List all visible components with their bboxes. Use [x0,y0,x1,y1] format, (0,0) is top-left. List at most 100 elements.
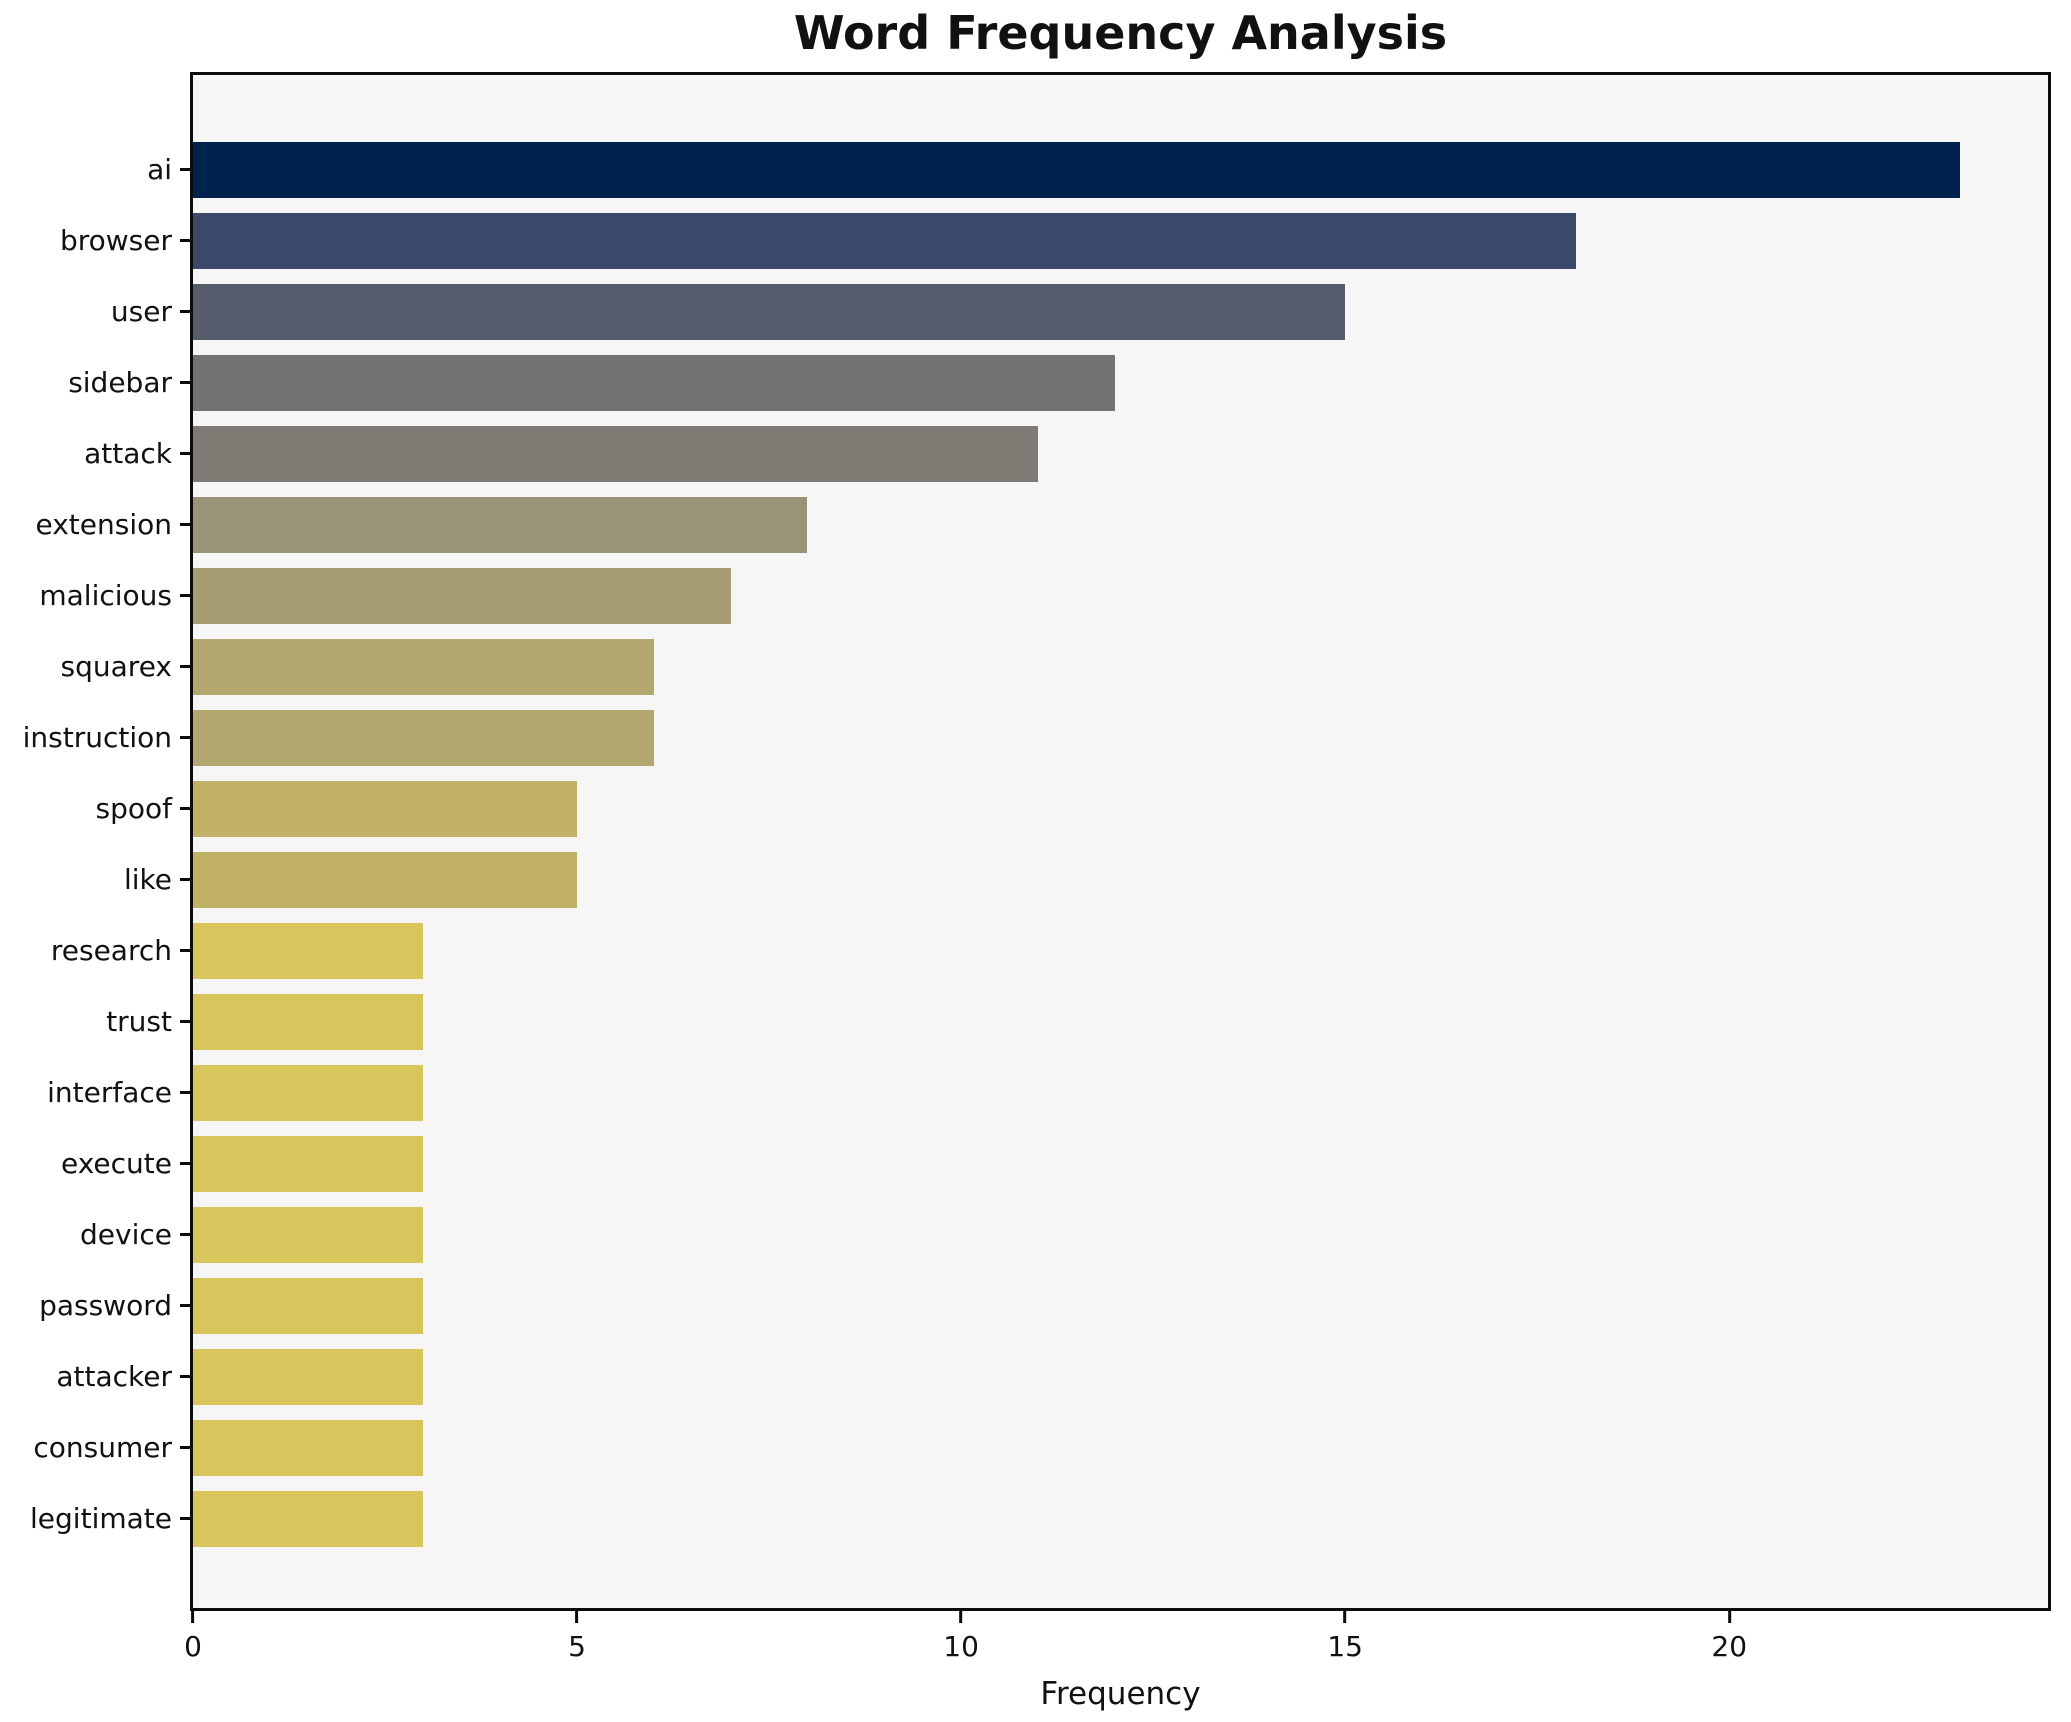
bar-row [193,1057,2048,1128]
y-tick-row: device [0,1199,190,1270]
y-tick-mark [180,381,190,384]
bar-rows [193,134,2048,1554]
bar-row [193,1412,2048,1483]
y-tick-row: spoof [0,773,190,844]
y-tick-row: user [0,276,190,347]
bar-row [193,1128,2048,1199]
bar-row [193,915,2048,986]
y-tick-label: squarex [60,650,172,683]
x-tick: 15 [1327,1611,1363,1663]
y-tick-label: browser [59,224,172,257]
bar-row [193,1199,2048,1270]
x-tick-label: 0 [184,1630,202,1663]
y-tick-label: device [80,1218,172,1251]
y-tick-mark [180,878,190,881]
bar-spoof [193,780,578,837]
bar-row [193,844,2048,915]
y-tick-mark [180,1162,190,1165]
y-tick-row: like [0,844,190,915]
y-tick-row: sidebar [0,347,190,418]
y-tick-label: attack [84,437,172,470]
y-tick-row: research [0,915,190,986]
y-tick-mark [180,594,190,597]
y-tick-label: research [50,934,172,967]
x-tick-label: 15 [1327,1630,1363,1663]
y-tick-label: user [110,295,172,328]
bar-row [193,205,2048,276]
bar-row [193,1270,2048,1341]
bar-research [193,922,424,979]
y-tick-label: ai [147,153,172,186]
y-tick-row: attacker [0,1341,190,1412]
x-tick-label: 10 [943,1630,979,1663]
y-tick-mark [180,736,190,739]
x-tick: 10 [943,1611,979,1663]
y-tick-mark [180,310,190,313]
y-tick-mark [180,665,190,668]
y-tick-mark [180,1020,190,1023]
bar-consumer [193,1419,424,1476]
y-tick-mark [180,1091,190,1094]
x-tick-label: 5 [568,1630,586,1663]
x-tick-mark [575,1611,579,1623]
y-tick-row: attack [0,418,190,489]
y-tick-row: instruction [0,702,190,773]
y-tick-row: ai [0,134,190,205]
y-tick-mark [180,239,190,242]
x-tick: 20 [1711,1611,1747,1663]
bar-row [193,489,2048,560]
bar-row [193,773,2048,844]
y-tick-label: legitimate [30,1502,172,1535]
bar-row [193,418,2048,489]
x-tick-mark [1727,1611,1731,1623]
y-tick-row: interface [0,1057,190,1128]
bar-instruction [193,709,654,766]
bar-row [193,347,2048,418]
y-tick-row: malicious [0,560,190,631]
x-tick-label: 20 [1711,1630,1748,1663]
bar-row [193,702,2048,773]
x-tick-mark [191,1611,195,1623]
y-tick-label: like [123,863,172,896]
y-tick-row: execute [0,1128,190,1199]
y-tick-label: execute [60,1147,172,1180]
y-tick-mark [180,949,190,952]
y-tick-mark [180,1517,190,1520]
y-tick-label: extension [35,508,173,541]
bar-sidebar [193,354,1115,411]
y-tick-mark [180,523,190,526]
bar-execute [193,1135,424,1192]
y-tick-mark [180,168,190,171]
y-tick-row: extension [0,489,190,560]
bar-row [193,1483,2048,1554]
bar-ai [193,141,1960,198]
y-tick-label: consumer [33,1431,172,1464]
bar-browser [193,212,1576,269]
bar-row [193,560,2048,631]
y-tick-label: sidebar [68,366,172,399]
y-tick-mark [180,1446,190,1449]
bar-trust [193,993,424,1050]
bar-row [193,631,2048,702]
y-axis-labels: ai browser user sidebar attack extension malic… [0,134,190,1554]
bar-interface [193,1064,424,1121]
bar-device [193,1206,424,1263]
y-tick-row: trust [0,986,190,1057]
bar-row [193,134,2048,205]
y-tick-row: password [0,1270,190,1341]
y-tick-label: attacker [56,1360,172,1393]
y-tick-row: squarex [0,631,190,702]
y-tick-label: password [39,1289,172,1322]
x-tick: 0 [184,1611,202,1663]
y-tick-label: malicious [39,579,172,612]
bar-attack [193,425,1038,482]
bar-row [193,276,2048,347]
bar-like [193,851,578,908]
x-tick-mark [1343,1611,1347,1623]
y-tick-mark [180,1233,190,1236]
y-tick-label: spoof [95,792,172,825]
bar-legitimate [193,1490,424,1547]
x-tick-mark [959,1611,963,1623]
y-tick-row: legitimate [0,1483,190,1554]
